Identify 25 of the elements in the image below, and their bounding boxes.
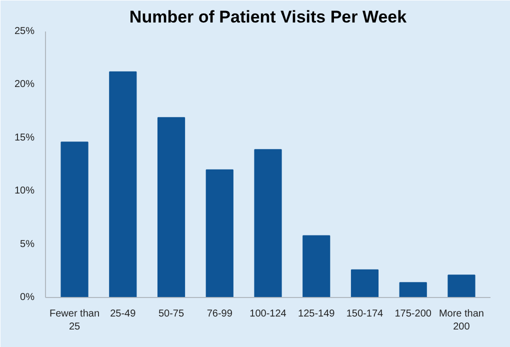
y-tick-label: 5% <box>20 238 35 250</box>
x-tick-label: 50-75 <box>158 308 184 320</box>
y-tick-label: 15% <box>14 132 35 144</box>
bar <box>448 274 476 298</box>
bar <box>109 71 137 298</box>
x-tick-label: More than 200 <box>438 308 484 333</box>
y-tick-label: 25% <box>14 26 35 37</box>
x-tick-label: 150-174 <box>346 308 384 320</box>
x-tick-label: 125-149 <box>298 308 336 320</box>
bar <box>399 282 427 298</box>
bar <box>206 169 234 298</box>
x-tick-label: 76-99 <box>206 308 233 320</box>
bar <box>302 235 330 298</box>
y-tick-label: 10% <box>14 186 35 197</box>
bar <box>254 149 282 298</box>
bar <box>350 269 379 298</box>
x-tick-label: 175-200 <box>394 308 432 320</box>
x-tick-label: 25-49 <box>110 308 136 320</box>
bar <box>157 117 186 298</box>
x-tick-label: Fewer than 25 <box>50 308 100 333</box>
bar <box>60 142 88 298</box>
y-tick-label: 0% <box>20 292 35 303</box>
y-tick-label: 20% <box>14 79 35 90</box>
x-tick-label: 100-124 <box>250 308 287 320</box>
chart-title: Number of Patient Visits Per Week <box>129 8 408 26</box>
